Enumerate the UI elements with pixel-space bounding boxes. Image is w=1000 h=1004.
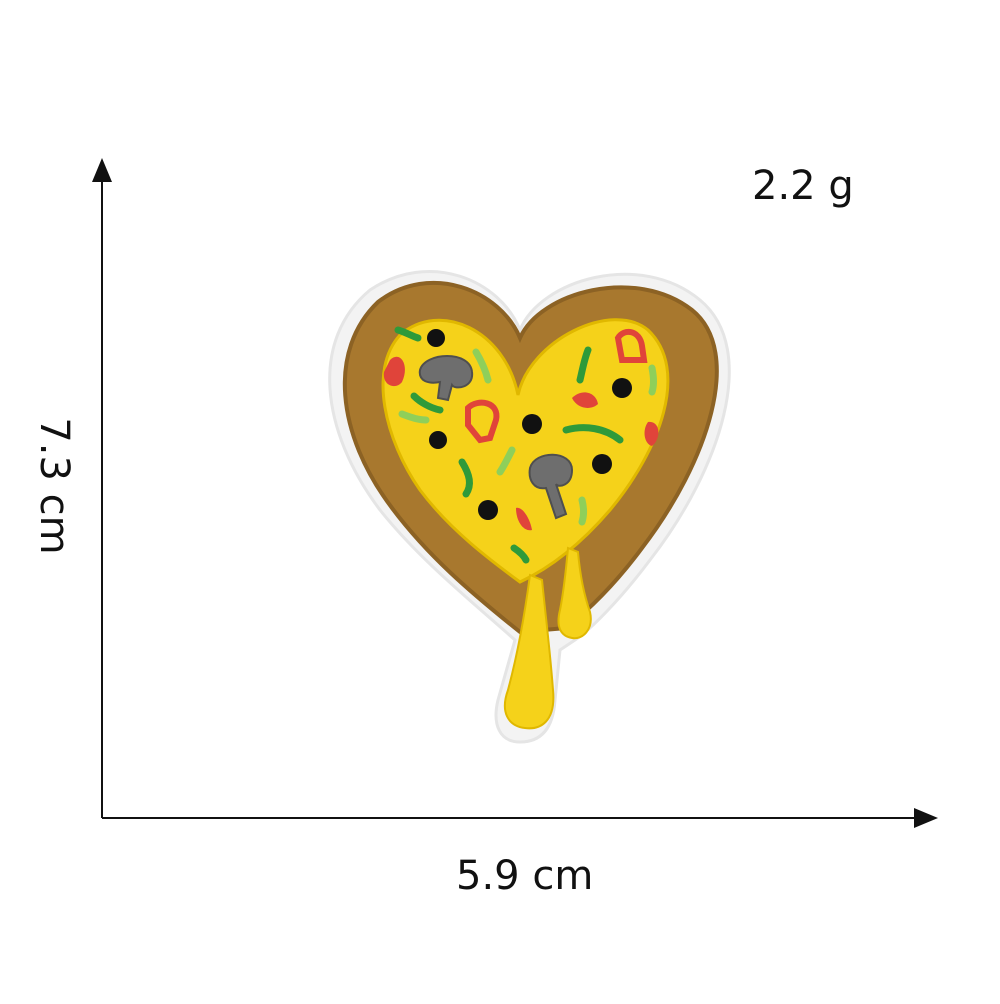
cheese-drip-large: [503, 573, 555, 730]
width-label: 5.9 cm: [456, 853, 594, 899]
olive-toppings: [427, 329, 632, 520]
red-pepper-toppings: [383, 328, 659, 531]
cheese-drip-small: [557, 546, 592, 640]
heart-patch-icon: [328, 269, 731, 744]
light-green-pepper-toppings: [398, 348, 657, 526]
mushroom-toppings: [418, 355, 574, 520]
green-pepper-toppings: [394, 326, 624, 564]
height-label: 7.3 cm: [31, 417, 77, 555]
weight-label: 2.2 g: [752, 163, 854, 209]
